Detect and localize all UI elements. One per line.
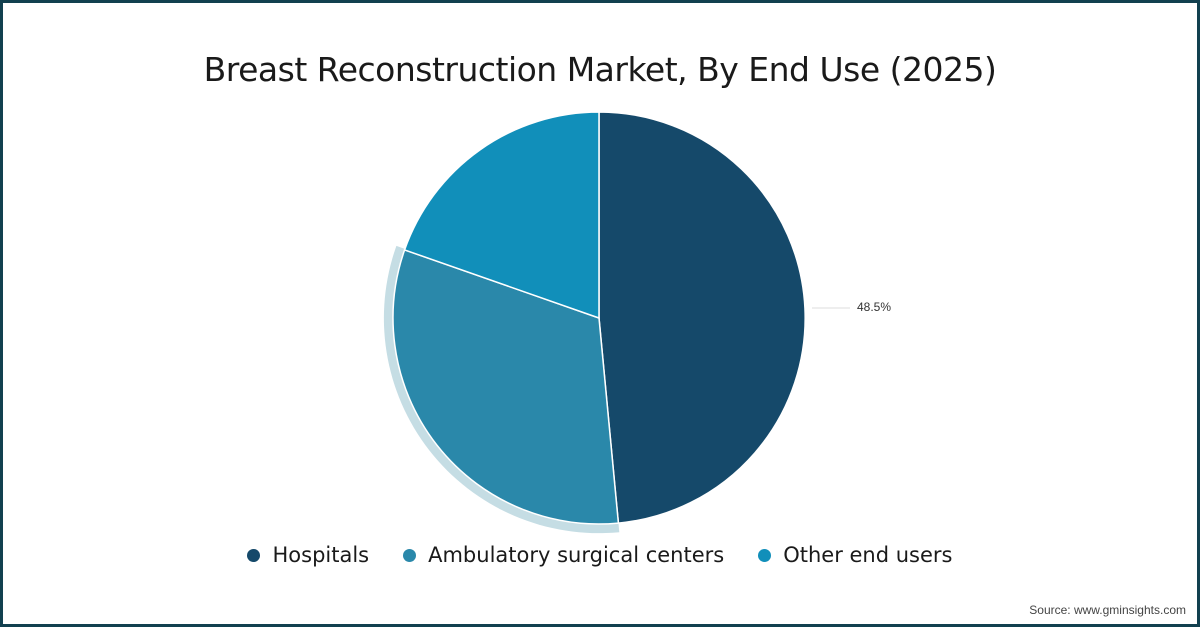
- legend-dot-icon: [758, 548, 772, 562]
- slice-ambulatory-surgical-centers[interactable]: [392, 248, 620, 525]
- legend-dot-icon: [247, 548, 261, 562]
- slice-other-end-users[interactable]: [403, 111, 600, 320]
- slice-hospitals[interactable]: [598, 111, 806, 524]
- legend-label: Ambulatory surgical centers: [428, 543, 725, 567]
- chart-title: Breast Reconstruction Market, By End Use…: [203, 50, 997, 89]
- legend-item-hospitals[interactable]: Hospitals: [247, 543, 369, 567]
- legend: Hospitals Ambulatory surgical centers Ot…: [0, 543, 1200, 567]
- legend-dot-icon: [403, 548, 417, 562]
- legend-item-ambulatory[interactable]: Ambulatory surgical centers: [403, 543, 724, 567]
- data-label-hospitals: 48.5%: [857, 300, 892, 314]
- legend-label: Hospitals: [272, 543, 370, 567]
- source-text: Source: www.gminsights.com: [1029, 603, 1186, 617]
- legend-label: Other end users: [783, 543, 953, 567]
- legend-item-other[interactable]: Other end users: [758, 543, 953, 567]
